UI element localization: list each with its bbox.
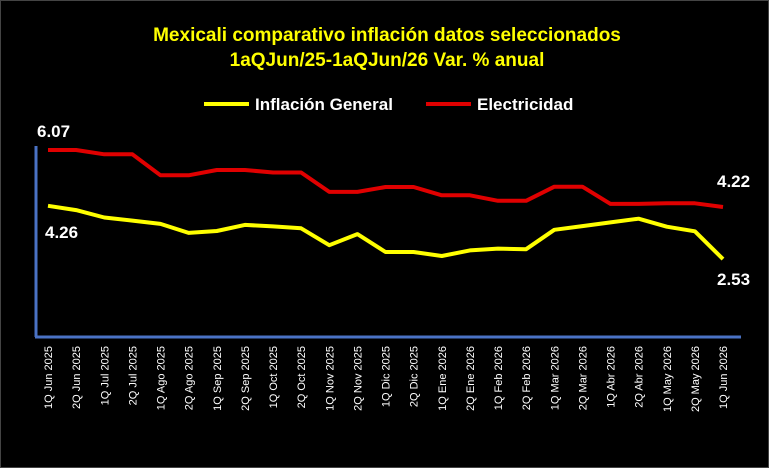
legend-label-electricidad: Electricidad <box>477 95 573 114</box>
series-line-electricidad <box>48 148 724 209</box>
x-tick-label: 1Q Ene 2026 <box>437 346 449 411</box>
x-tick-label: 1Q Feb 2026 <box>493 346 505 410</box>
chart-title-line1: Mexicali comparativo inflación datos sel… <box>153 25 621 46</box>
x-tick-label: 2Q Nov 2025 <box>352 346 364 411</box>
data-label-general-last: 2.53 <box>717 270 750 289</box>
x-tick-label: 2Q Oct 2025 <box>296 346 308 408</box>
x-tick-labels: 1Q Jun 2025 2Q Jun 2025 1Q Jul 2025 2Q Jul … <box>43 346 730 412</box>
x-tick-label: 2Q Jul 2025 <box>127 346 139 405</box>
data-label-general-first: 4.26 <box>45 223 78 242</box>
x-tick-label: 2Q Dic 2025 <box>409 346 421 407</box>
x-tick-label: 2Q Feb 2026 <box>521 346 533 410</box>
x-tick-label: 2Q Jun 2025 <box>71 346 83 409</box>
x-tick-label: 1Q Sep 2025 <box>212 346 224 411</box>
series-line-inflacion-general <box>47 203 725 261</box>
x-tick-label: 1Q Nov 2025 <box>324 346 336 411</box>
legend-label-general: Inflación General <box>255 95 393 114</box>
x-tick-label: 2Q Mar 2026 <box>577 346 589 410</box>
x-tick-label: 1Q Dic 2025 <box>381 346 393 407</box>
x-tick-label: 1Q Jun 2026 <box>718 346 730 409</box>
chart-title-line2: 1aQJun/25-1aQJun/26 Var. % anual <box>230 50 545 71</box>
legend: Inflación General Electricidad <box>204 95 573 114</box>
x-tick-label: 1Q May 2026 <box>662 346 674 412</box>
x-tick-label: 2Q Ene 2026 <box>465 346 477 411</box>
x-tick-label: 2Q Sep 2025 <box>240 346 252 411</box>
x-tick-label: 1Q Abr 2026 <box>606 346 618 408</box>
x-tick-label: 2Q May 2026 <box>690 346 702 412</box>
x-tick-label: 1Q Jul 2025 <box>99 346 111 405</box>
x-tick-label: 1Q Mar 2026 <box>549 346 561 410</box>
x-tick-label: 2Q Ago 2025 <box>184 346 196 410</box>
data-label-electricidad-first: 6.07 <box>37 122 70 141</box>
x-tick-label: 1Q Oct 2025 <box>268 346 280 408</box>
x-tick-label: 1Q Ago 2025 <box>156 346 168 410</box>
x-tick-label: 2Q Abr 2026 <box>634 346 646 408</box>
x-tick-label: 1Q Jun 2025 <box>43 346 55 409</box>
data-label-electricidad-last: 4.22 <box>717 172 750 191</box>
